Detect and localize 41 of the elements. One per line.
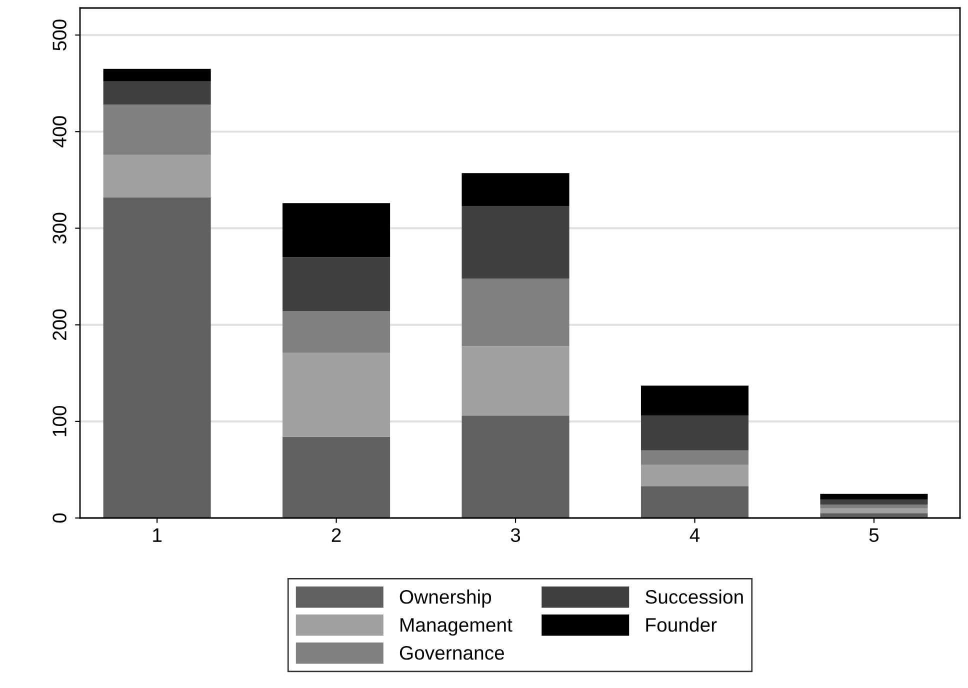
y-tick-label: 500 — [52, 20, 66, 50]
x-tick-label: 1 — [153, 528, 162, 542]
y-tick-label: 200 — [52, 309, 66, 340]
bar — [103, 154, 211, 198]
bar — [103, 197, 211, 518]
bar — [640, 464, 749, 486]
y-tick-label: 100 — [52, 406, 66, 436]
legend-label: Ownership — [400, 590, 492, 608]
bar — [282, 352, 390, 437]
bar — [820, 513, 928, 518]
legend-label: Management — [400, 618, 512, 636]
bar — [103, 104, 211, 155]
x-tick-label: 3 — [510, 528, 520, 542]
legend-label: Founder — [646, 618, 717, 632]
bar — [462, 416, 570, 518]
legend-label: Succession — [646, 590, 743, 604]
x-tick-label: 2 — [332, 528, 341, 542]
bar — [462, 346, 570, 416]
bar — [640, 416, 749, 450]
bar — [820, 508, 928, 514]
x-tick-label: 4 — [690, 528, 700, 542]
bar — [282, 436, 390, 518]
bar — [282, 257, 390, 312]
bar — [640, 386, 749, 416]
bar — [103, 68, 211, 82]
legend-label: Governance — [400, 646, 504, 660]
y-tick-label: 0 — [52, 513, 66, 523]
bar — [282, 311, 390, 353]
y-tick-label: 400 — [52, 116, 66, 148]
x-tick-label: 5 — [869, 528, 879, 542]
bar — [282, 203, 390, 258]
bar — [462, 206, 570, 278]
bar — [103, 81, 211, 105]
bar — [820, 500, 928, 504]
y-tick-label: 300 — [52, 212, 66, 244]
bar — [820, 494, 928, 500]
bar — [462, 173, 570, 206]
bar — [820, 504, 928, 508]
bar — [640, 486, 749, 518]
bar — [462, 278, 570, 346]
bar — [640, 450, 749, 465]
